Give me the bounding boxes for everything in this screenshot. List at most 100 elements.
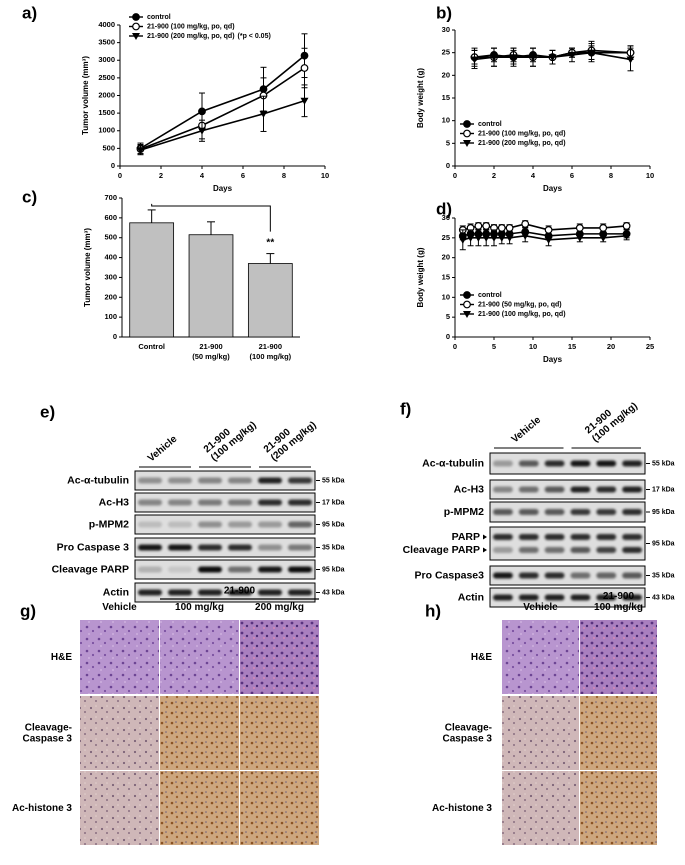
histology-image	[580, 771, 657, 845]
y-tick-label: 20	[442, 70, 450, 79]
legend-marker	[463, 291, 471, 299]
band	[622, 460, 642, 467]
x-axis-title: Days	[543, 184, 563, 193]
row-label: Ac-H3	[454, 483, 485, 495]
y-tick-label: 100	[104, 312, 117, 321]
histology-image	[240, 771, 319, 845]
blot-strip	[134, 537, 316, 558]
blot-strip	[134, 559, 316, 580]
size-label: 43 kDa	[652, 594, 675, 601]
band	[258, 589, 282, 596]
size-label: 55 kDa	[322, 477, 345, 484]
data-point	[474, 234, 483, 242]
band	[168, 499, 192, 506]
x-tick-label: 0	[453, 342, 457, 351]
x-tick-label: 21-900 (100 mg/kg)	[249, 342, 291, 361]
band	[544, 486, 565, 493]
panel-label: f)	[400, 399, 411, 418]
histology-image	[502, 620, 579, 694]
data-point	[490, 54, 498, 62]
legend-label: control	[478, 292, 502, 299]
blot-strip	[489, 565, 646, 586]
row-label: Cleavage-Caspase 3	[443, 723, 493, 745]
band	[518, 509, 539, 515]
data-point	[198, 127, 206, 135]
band	[168, 566, 192, 573]
band	[493, 572, 513, 579]
data-point	[529, 54, 537, 62]
blot-strip	[489, 587, 646, 608]
band	[570, 594, 591, 601]
annotation: (*p < 0.05)	[238, 33, 271, 40]
band	[168, 521, 192, 528]
data-point	[548, 54, 557, 62]
band	[493, 509, 513, 515]
panel-label: g)	[20, 601, 36, 620]
band	[596, 534, 617, 540]
data-point	[587, 49, 596, 57]
row-label: p-MPM2	[444, 506, 484, 518]
size-label: 55 kDa	[652, 460, 675, 467]
band	[544, 460, 565, 467]
band	[288, 521, 312, 528]
band	[198, 544, 222, 551]
row-label: H&E	[471, 652, 492, 663]
data-point	[568, 51, 576, 59]
x-tick-label: 10	[321, 171, 329, 180]
band	[228, 566, 252, 573]
band	[228, 499, 252, 506]
row-label: Ac-α-tubulin	[67, 474, 129, 486]
data-point	[599, 234, 608, 242]
y-tick-label: 10	[442, 116, 450, 125]
x-tick-label: 8	[609, 171, 613, 180]
band	[198, 499, 222, 506]
x-tick-label: 0	[118, 171, 122, 180]
size-label: 43 kDa	[322, 589, 345, 596]
data-point	[466, 234, 475, 242]
x-tick-label: 0	[453, 171, 457, 180]
histology-image	[160, 696, 239, 770]
legend-label: 21-900 (100 mg/kg, po, qd)	[478, 311, 566, 318]
row-label: Pro Caspase3	[415, 569, 485, 581]
y-tick-label: 30	[442, 25, 450, 34]
x-tick-label: 5	[492, 342, 496, 351]
x-tick-label: Control	[138, 342, 165, 351]
data-point	[497, 224, 506, 232]
y-tick-label: 2500	[98, 73, 115, 82]
histology-image	[240, 620, 319, 694]
x-axis-title: Days	[213, 184, 233, 193]
band	[288, 566, 312, 573]
legend-marker	[463, 311, 471, 318]
band	[198, 589, 222, 596]
annotation: **	[266, 238, 274, 249]
data-point	[599, 224, 608, 232]
data-point	[575, 224, 584, 232]
band	[570, 509, 591, 515]
y-axis-title: Tumor volume (mm³)	[83, 228, 92, 307]
blot-strip	[134, 470, 316, 491]
legend-marker	[132, 33, 140, 40]
row-label: Ac-H3	[99, 496, 130, 508]
band	[168, 477, 192, 484]
data-point	[458, 236, 467, 244]
panel-label: h)	[425, 601, 441, 620]
data-point	[259, 110, 268, 118]
band	[622, 534, 642, 540]
legend-marker	[132, 13, 140, 21]
band	[168, 589, 192, 596]
y-tick-label: 200	[104, 292, 117, 301]
x-tick-label: 20	[607, 342, 615, 351]
group-label: 21-900(200 mg/kg)	[262, 411, 319, 464]
band	[622, 594, 642, 601]
data-point	[136, 147, 145, 155]
band	[138, 499, 162, 506]
band	[228, 477, 252, 484]
size-label: 95 kDa	[322, 566, 345, 573]
data-point	[509, 54, 518, 62]
data-point	[505, 224, 514, 232]
band	[518, 572, 539, 579]
x-tick-label: 21-900 (50 mg/kg)	[192, 342, 230, 361]
histology-image	[580, 620, 657, 694]
group-label: 21-900(100 mg/kg)	[202, 411, 259, 464]
